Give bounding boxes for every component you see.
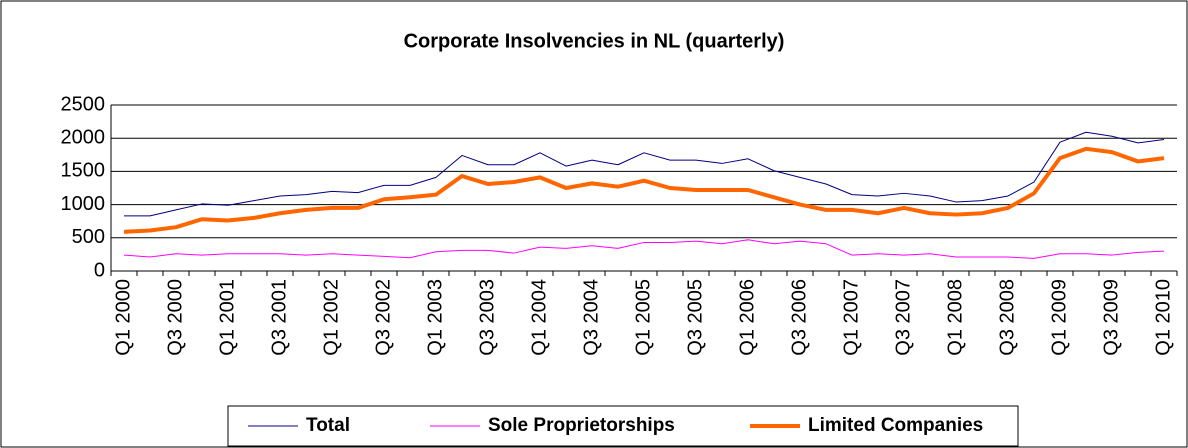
y-tick-label: 1500 bbox=[61, 160, 106, 182]
x-tick-label: Q1 2004 bbox=[528, 279, 550, 356]
x-tick-label: Q1 2006 bbox=[736, 279, 758, 356]
x-tick-label: Q1 2001 bbox=[216, 279, 238, 356]
x-tick-label: Q3 2005 bbox=[684, 279, 706, 356]
x-tick-label: Q3 2006 bbox=[788, 279, 810, 356]
x-tick-label: Q1 2010 bbox=[1152, 279, 1174, 356]
x-tick-label: Q3 2008 bbox=[996, 279, 1018, 356]
series-line bbox=[124, 131, 1165, 217]
x-tick-label: Q3 2004 bbox=[580, 279, 602, 356]
legend-box bbox=[227, 405, 1019, 447]
x-tick-label: Q3 2001 bbox=[268, 279, 290, 356]
legend-label: Total bbox=[306, 415, 350, 436]
y-tick-label: 500 bbox=[72, 226, 105, 248]
x-tick-label: Q1 2000 bbox=[112, 279, 134, 356]
y-tick-label: 0 bbox=[94, 259, 105, 281]
y-tick-label: 2000 bbox=[61, 126, 106, 148]
x-tick-label: Q1 2002 bbox=[320, 279, 342, 356]
x-tick-label: Q1 2005 bbox=[632, 279, 654, 356]
chart-title: Corporate Insolvencies in NL (quarterly) bbox=[404, 30, 785, 52]
series-line bbox=[123, 146, 1165, 234]
y-tick-label: 1000 bbox=[61, 193, 106, 215]
x-tick-label: Q1 2008 bbox=[944, 279, 966, 356]
x-tick-label: Q1 2003 bbox=[424, 279, 446, 356]
legend-label: Sole Proprietorships bbox=[488, 415, 675, 436]
x-tick-label: Q3 2003 bbox=[476, 279, 498, 356]
y-tick-label: 2500 bbox=[61, 93, 106, 115]
legend-label: Limited Companies bbox=[808, 415, 983, 436]
x-tick-label: Q3 2002 bbox=[372, 279, 394, 356]
x-tick-label: Q3 2009 bbox=[1100, 279, 1122, 356]
x-tick-label: Q3 2000 bbox=[164, 279, 186, 356]
series-line bbox=[123, 239, 1165, 259]
x-tick-label: Q3 2007 bbox=[892, 279, 914, 356]
x-tick-label: Q1 2007 bbox=[840, 279, 862, 356]
x-tick-label: Q1 2009 bbox=[1048, 279, 1070, 356]
